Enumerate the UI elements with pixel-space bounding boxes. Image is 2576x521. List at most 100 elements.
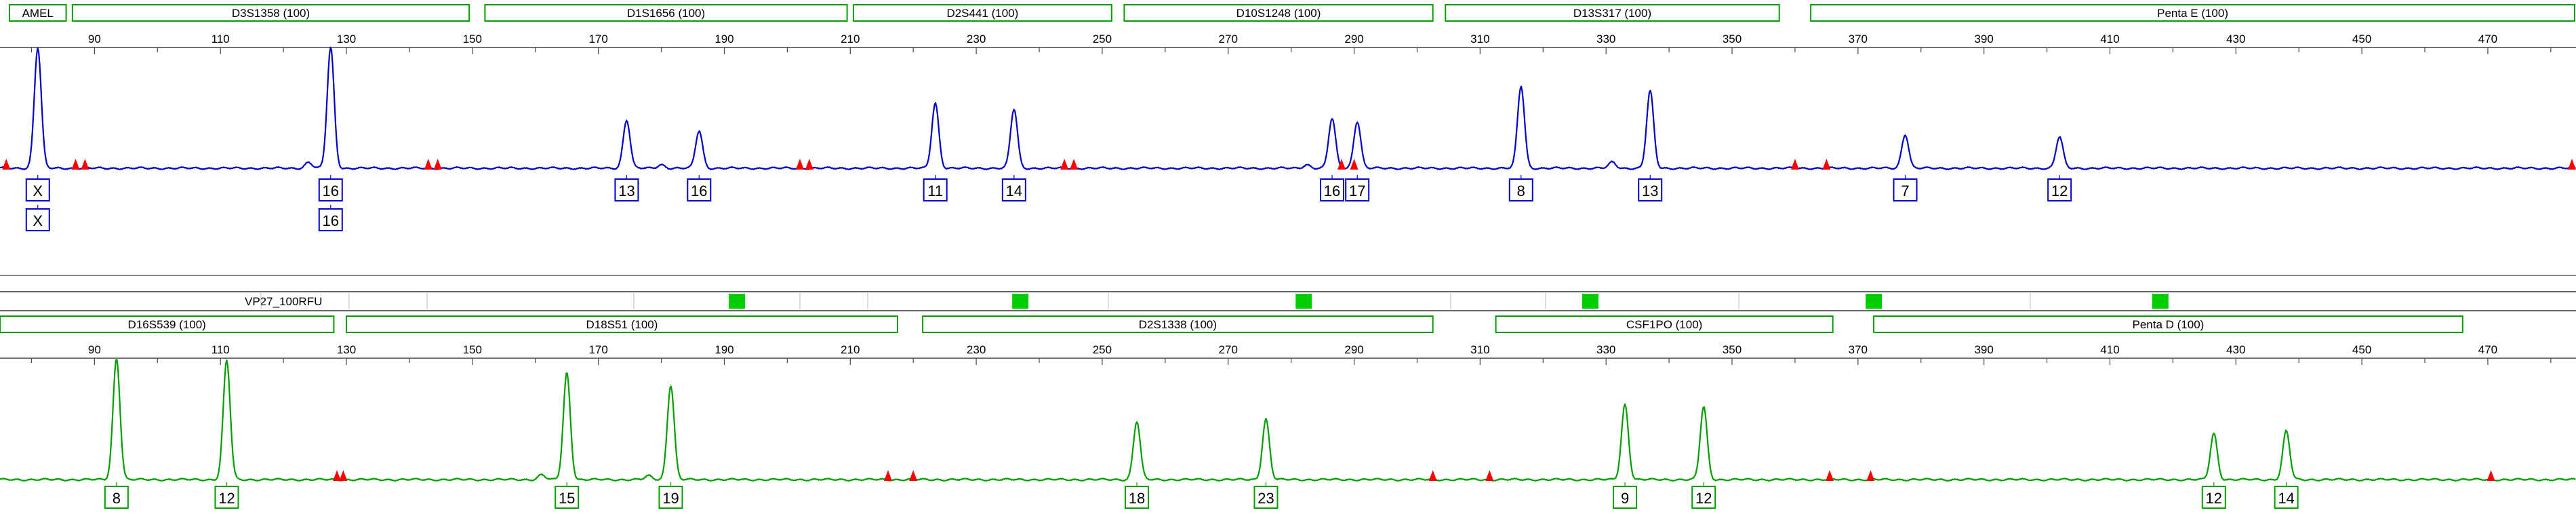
marker-range-box [346, 315, 898, 333]
axis-tick-label: 130 [337, 343, 356, 356]
allele-call-box [1613, 486, 1638, 509]
allele-call-box [555, 486, 580, 509]
artifact-flag-icon [2, 159, 11, 170]
axis-tick-label: 210 [841, 33, 860, 45]
axis-tick-label: 470 [2478, 33, 2497, 45]
artifact-flag-icon [1822, 159, 1831, 170]
marker-range-box [1495, 315, 1834, 333]
axis-tick-label: 270 [1219, 343, 1238, 356]
marker-range-box [1445, 4, 1780, 22]
artifact-flag-icon [1790, 159, 1799, 170]
axis-tick-label: 330 [1596, 33, 1615, 45]
axis-tick-label: 230 [967, 33, 986, 45]
peak-apex-point [226, 360, 228, 362]
axis-tick-label: 150 [463, 33, 482, 45]
marker-range-box [0, 315, 335, 333]
marker-range-box [852, 4, 1112, 22]
axis-tick-label: 310 [1470, 343, 1489, 356]
bin-marker [1012, 294, 1029, 309]
artifact-flag-icon [2487, 470, 2495, 481]
axis-tick-label: 350 [1723, 343, 1742, 356]
axis-tick-label: 450 [2352, 343, 2371, 356]
blue-dye-panel: AMEL D3S1358 (100) D1S1656 (100) D2S441 (10… [0, 4, 2576, 231]
allele-call-box [658, 486, 683, 509]
axis-tick-label: 290 [1344, 33, 1363, 45]
axis-tick-label: 290 [1344, 343, 1363, 356]
allele-call-label: 16 [323, 212, 339, 229]
axis-tick-label: 330 [1596, 343, 1615, 356]
allele-call-box [25, 178, 50, 201]
marker-range-box [1873, 315, 2463, 333]
peak-apex-point [2059, 136, 2060, 138]
allele-call-label: 7 [1901, 182, 1909, 199]
axis-tick-label: 390 [1974, 33, 1993, 45]
marker-label: D16S539 (100) [128, 318, 206, 331]
artifact-flag-icon [2568, 159, 2576, 170]
allele-call-box [923, 178, 948, 201]
allele-call-box [1893, 178, 1918, 201]
allele-call-label: 12 [2206, 490, 2222, 507]
allele-call-box [1638, 178, 1663, 201]
peak-apex-point [626, 119, 628, 121]
bin-marker [1295, 294, 1312, 309]
allele-call-box [687, 178, 712, 201]
allele-call-box [318, 208, 343, 231]
allele-call-box [1001, 178, 1026, 201]
artifact-flag-icon [1485, 470, 1494, 481]
allele-call-box [1125, 486, 1150, 509]
peak-apex-point [1649, 90, 1651, 92]
axis-tick-label: 310 [1470, 33, 1489, 45]
axis-tick-label: 170 [588, 343, 607, 356]
panel-separator: VP27_100RFU [0, 275, 2576, 311]
axis-tick-label: 110 [212, 33, 230, 45]
peak-apex-point [1306, 164, 1308, 166]
marker-label: D2S1338 (100) [1139, 318, 1217, 331]
artifact-flag-icon [1070, 159, 1079, 170]
bins-strip [260, 293, 2169, 309]
allele-call-label: 8 [1517, 182, 1525, 199]
allele-call-box [2274, 486, 2299, 509]
allele-call-label: 12 [2051, 182, 2068, 199]
marker-label: CSF1PO (100) [1626, 318, 1702, 331]
axis-tick-label: 230 [967, 343, 986, 356]
marker-range-box [8, 4, 67, 22]
axis-tick-label: 450 [2352, 33, 2371, 45]
allele-call-label: 13 [618, 182, 635, 199]
axis-tick-label: 370 [1849, 343, 1868, 356]
artifact-flag-icon [1826, 470, 1834, 481]
axis-tick-label: 250 [1093, 33, 1112, 45]
artifact-flag-icon [884, 470, 893, 481]
axis-tick-label: 130 [337, 33, 356, 45]
axis-tick-label: 110 [212, 343, 230, 356]
axis-tick-label: 430 [2226, 343, 2245, 356]
allele-call-label: 23 [1257, 490, 1274, 507]
allele-call-label: 15 [559, 490, 575, 507]
artifact-flag-icon [1428, 470, 1437, 481]
artifact-flag-icon [1060, 159, 1069, 170]
allele-call-label: 12 [1695, 490, 1712, 507]
allele-call-label: 19 [662, 490, 679, 507]
axis-tick-label: 390 [1974, 343, 1993, 356]
axis-tick-label: 470 [2478, 343, 2497, 356]
allele-call-box [1345, 178, 1370, 201]
allele-call-label: 14 [2278, 490, 2294, 507]
axis-tick-label: 250 [1093, 343, 1112, 356]
allele-call-label: 18 [1129, 490, 1145, 507]
artifact-flag-icon [1866, 470, 1875, 481]
artifact-flag-icon [424, 159, 432, 170]
axis-tick-label: 210 [841, 343, 860, 356]
axis-tick-label: 350 [1723, 33, 1742, 45]
axis-tick-label: 190 [715, 33, 733, 45]
allele-call-box [25, 208, 50, 231]
allele-call-label: 17 [1349, 182, 1365, 199]
marker-range-box [1810, 4, 2575, 22]
bin-marker [1866, 294, 1883, 309]
marker-label: D10S1248 (100) [1236, 7, 1321, 20]
sample-name-label: VP27_100RFU [245, 295, 322, 308]
allele-call-label: 16 [323, 182, 339, 199]
allele-call-label: X [33, 182, 43, 199]
marker-range-box [1123, 4, 1434, 22]
allele-call-label: 16 [691, 182, 707, 199]
artifact-flag-icon [81, 159, 89, 170]
peak-apex-point [660, 164, 662, 166]
